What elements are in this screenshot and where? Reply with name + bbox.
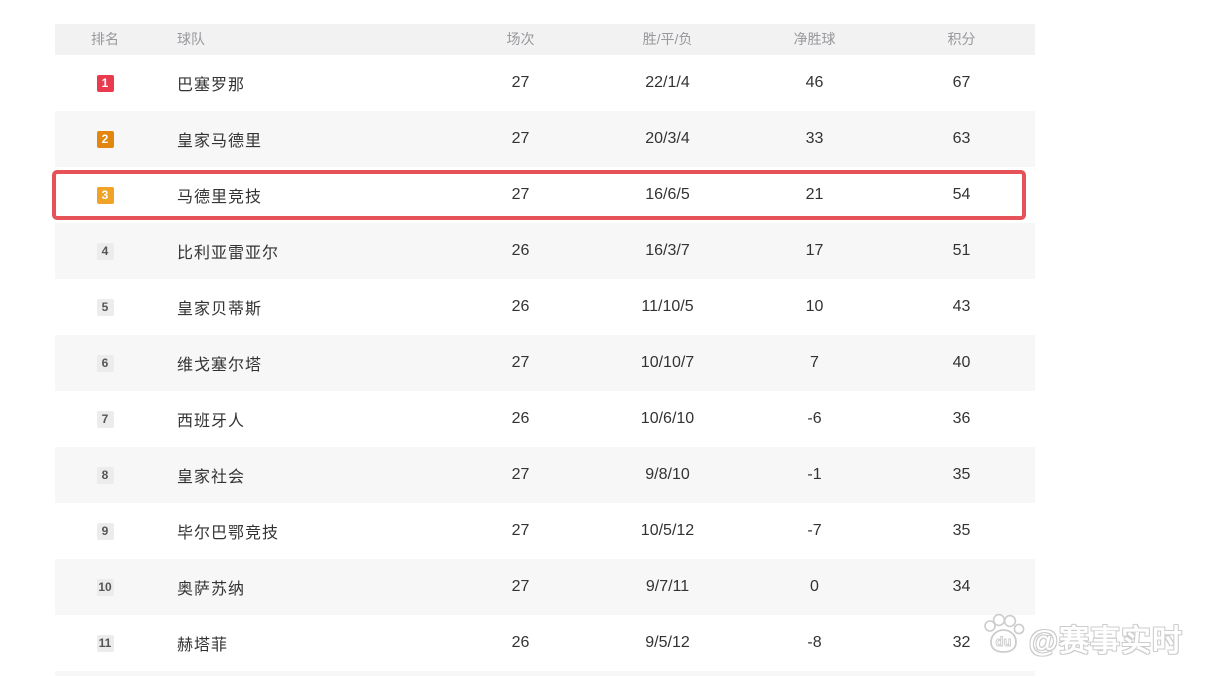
team-name: 西班牙人 [177,413,246,430]
team-name: 比利亚雷亚尔 [177,245,280,262]
goal-difference: -6 [807,410,822,427]
team-name: 皇家贝蒂斯 [177,301,263,318]
rank-badge: 3 [96,186,114,204]
table-header: 排名 球队 场次 胜/平/负 净胜球 积分 [55,24,1035,55]
rank-badge: 4 [96,242,114,260]
goal-difference: 7 [810,354,819,371]
team-name: 皇家社会 [177,469,246,486]
win-draw-loss: 9/8/10 [645,466,690,483]
rank-badge: 8 [96,466,114,484]
points: 54 [952,186,971,203]
rank-badge: 10 [96,578,114,596]
header-points: 积分 [947,31,976,47]
table-body: 1 巴塞罗那 27 22/1/4 46 67 2 皇家马德里 27 20/3/4… [52,55,1035,671]
win-draw-loss: 11/10/5 [641,298,694,315]
rank-badge: 2 [96,130,114,148]
table-row[interactable]: 4 比利亚雷亚尔 26 16/3/7 17 51 [55,223,1035,279]
win-draw-loss: 9/7/11 [645,578,690,595]
team-name: 巴塞罗那 [177,77,246,94]
goal-difference: -1 [807,466,822,483]
team-name: 奥萨苏纳 [177,581,246,598]
rank-badge: 7 [96,410,114,428]
paw-du-label: du [995,634,1011,649]
table-row[interactable]: 10 奥萨苏纳 27 9/7/11 0 34 [55,559,1035,615]
matches-played: 26 [511,410,530,427]
points: 35 [952,522,971,539]
rank-badge: 5 [96,298,114,316]
matches-played: 26 [511,634,530,651]
header-wdl: 胜/平/负 [642,31,693,47]
rank-badge: 6 [96,354,114,372]
win-draw-loss: 10/6/10 [640,410,695,427]
table-row[interactable]: 3 马德里竞技 27 16/6/5 21 54 [52,167,1035,223]
table-row[interactable]: 8 皇家社会 27 9/8/10 -1 35 [55,447,1035,503]
win-draw-loss: 16/6/5 [645,186,690,203]
header-played: 场次 [506,31,535,47]
matches-played: 27 [511,186,530,203]
partial-next-row [55,671,1035,676]
team-name: 维戈塞尔塔 [177,357,263,374]
matches-played: 26 [511,298,530,315]
points: 32 [952,634,971,651]
points: 40 [952,354,971,371]
win-draw-loss: 22/1/4 [645,74,690,91]
matches-played: 27 [511,578,530,595]
goal-difference: 21 [805,186,824,203]
matches-played: 27 [511,74,530,91]
goal-difference: 17 [805,242,824,259]
matches-played: 27 [511,354,530,371]
table-row[interactable]: 1 巴塞罗那 27 22/1/4 46 67 [55,55,1035,111]
win-draw-loss: 10/10/7 [640,354,695,371]
goal-difference: -8 [807,634,822,651]
win-draw-loss: 16/3/7 [645,242,690,259]
matches-played: 27 [511,522,530,539]
table-row[interactable]: 6 维戈塞尔塔 27 10/10/7 7 40 [55,335,1035,391]
points: 34 [952,578,971,595]
points: 63 [952,130,971,147]
table-row[interactable]: 11 赫塔菲 26 9/5/12 -8 32 [55,615,1035,671]
goal-difference: -7 [807,522,822,539]
table-row[interactable]: 9 毕尔巴鄂竞技 27 10/5/12 -7 35 [55,503,1035,559]
team-name: 马德里竞技 [177,189,263,206]
win-draw-loss: 20/3/4 [645,130,690,147]
matches-played: 27 [511,130,530,147]
points: 43 [952,298,971,315]
table-row[interactable]: 2 皇家马德里 27 20/3/4 33 63 [55,111,1035,167]
points: 36 [952,410,971,427]
win-draw-loss: 9/5/12 [645,634,690,651]
goal-difference: 33 [805,130,824,147]
header-goal-diff: 净胜球 [793,31,836,47]
team-name: 皇家马德里 [177,133,263,150]
watermark: du @赛事实时 [979,612,1183,663]
goal-difference: 10 [805,298,824,315]
matches-played: 26 [511,242,530,259]
standings-table: 排名 球队 场次 胜/平/负 净胜球 积分 1 巴塞罗那 27 22/1/4 4… [52,24,1035,676]
points: 67 [952,74,971,91]
header-rank: 排名 [91,31,119,47]
rank-badge: 1 [96,74,114,92]
goal-difference: 0 [810,578,819,595]
baidu-paw-icon: du [979,612,1027,663]
header-team: 球队 [177,31,205,47]
team-name: 毕尔巴鄂竞技 [177,525,280,542]
points: 51 [952,242,971,259]
rank-badge: 11 [96,634,114,652]
matches-played: 27 [511,466,530,483]
points: 35 [952,466,971,483]
watermark-text: @赛事实时 [1028,624,1183,658]
win-draw-loss: 10/5/12 [640,522,695,539]
rank-badge: 9 [96,522,114,540]
table-row[interactable]: 5 皇家贝蒂斯 26 11/10/5 10 43 [55,279,1035,335]
goal-difference: 46 [805,74,824,91]
team-name: 赫塔菲 [177,637,229,654]
table-row[interactable]: 7 西班牙人 26 10/6/10 -6 36 [55,391,1035,447]
